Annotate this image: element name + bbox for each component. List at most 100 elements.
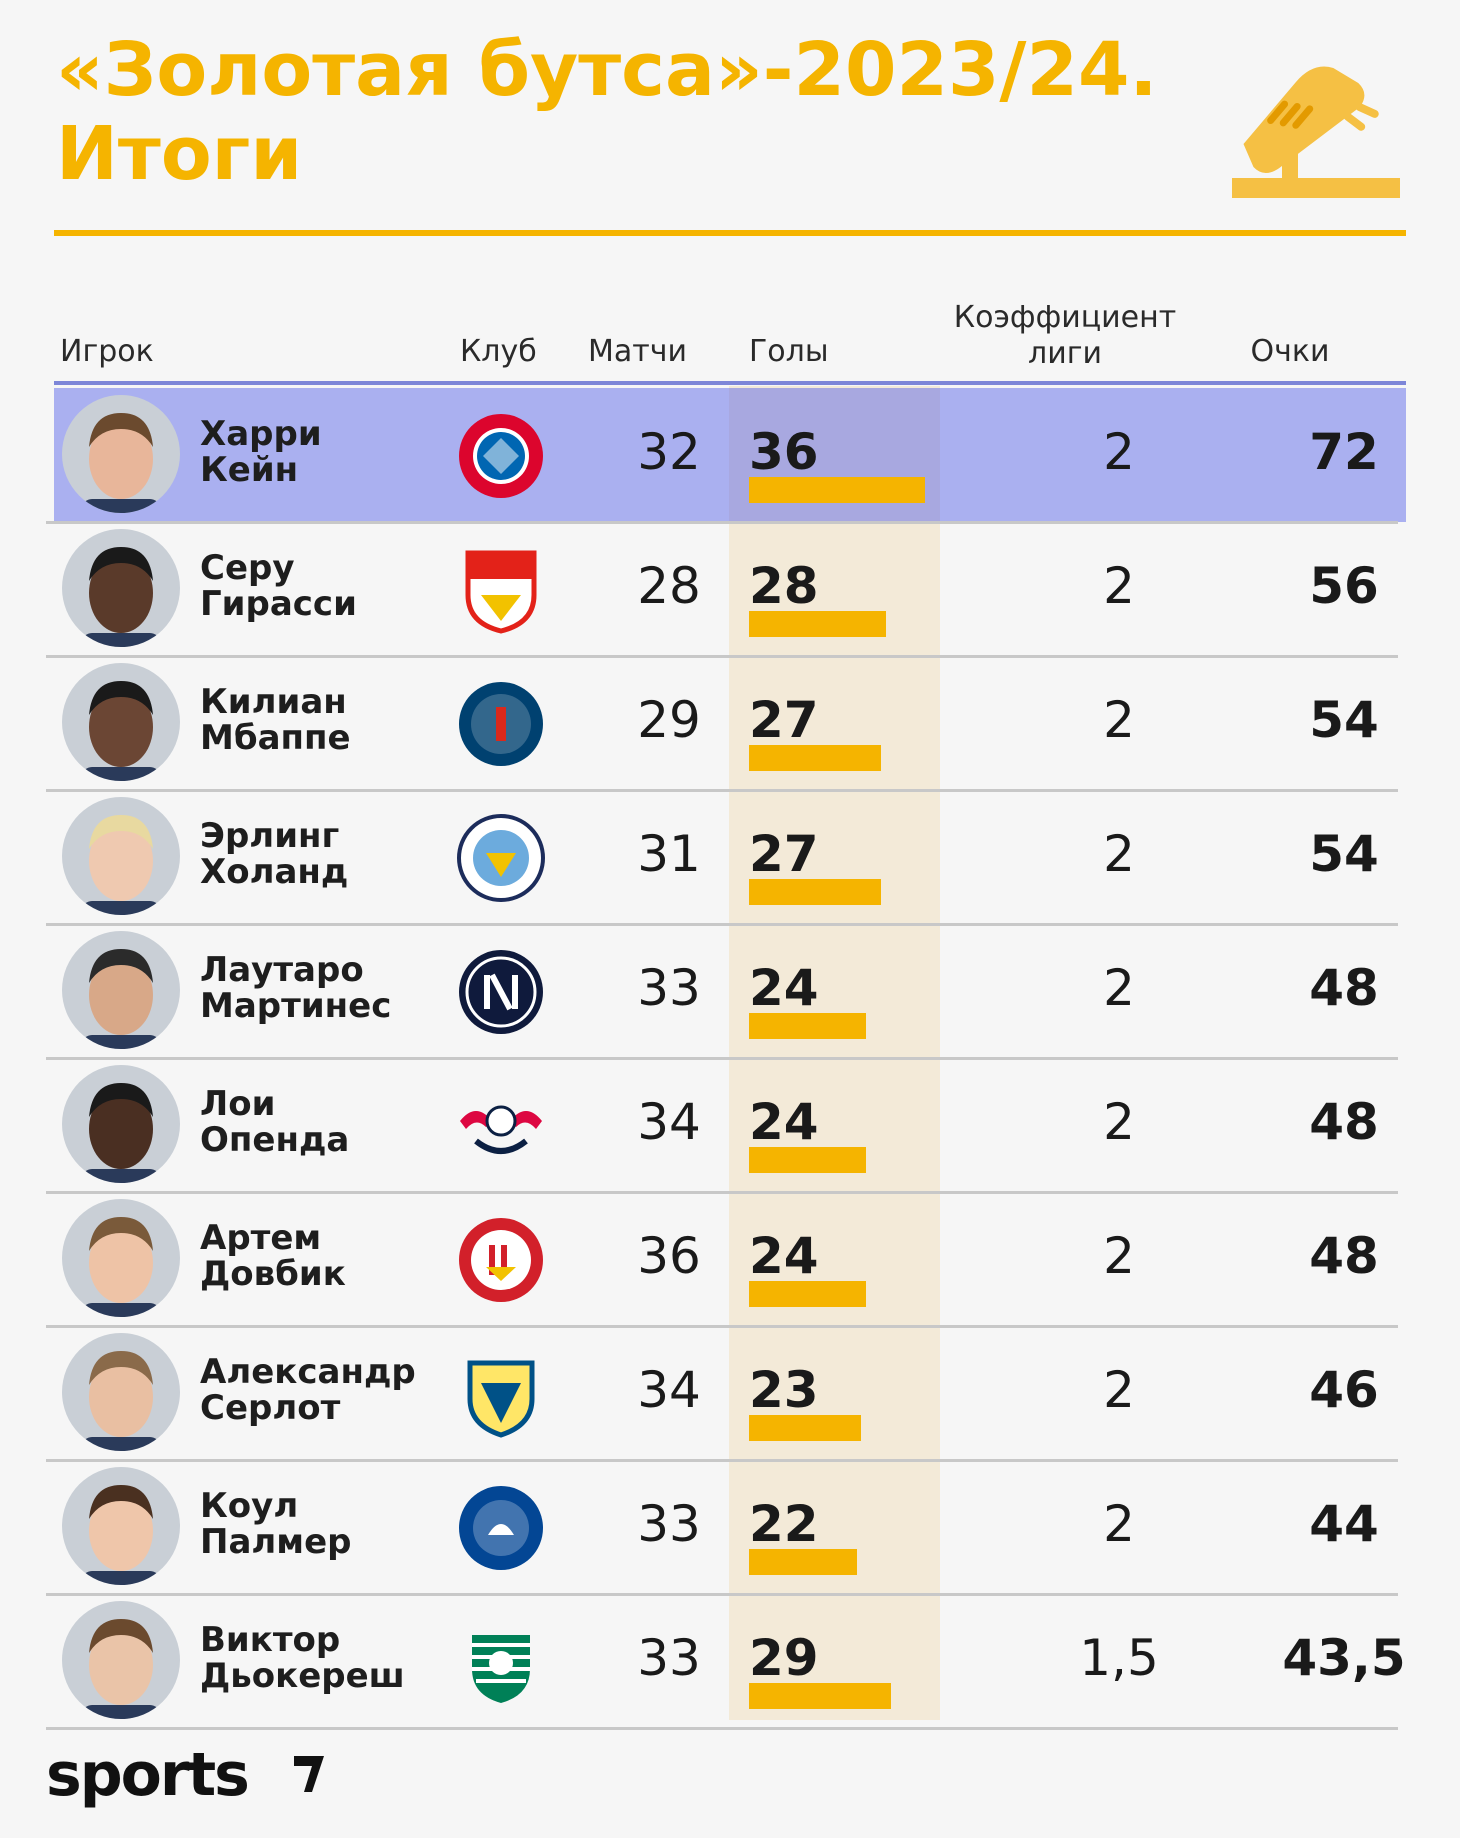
header-points: Очки [1250, 334, 1330, 369]
villarreal-logo [467, 1360, 535, 1438]
sporting-logo [472, 1635, 530, 1703]
points-value: 48 [1309, 1093, 1379, 1151]
goals-value: 23 [749, 1361, 819, 1419]
goals-bar [749, 477, 925, 503]
matches-value: 33 [637, 1495, 701, 1553]
row-separator [46, 1727, 1398, 1730]
manchester-city-logo [457, 814, 545, 902]
table-row: Лои Опенда 34 24 2 48 [46, 1058, 1406, 1194]
header-separator [54, 381, 1406, 385]
player-name: Александр Серлот [200, 1354, 416, 1426]
inter-logo [459, 950, 543, 1034]
goals-bar [749, 1281, 866, 1307]
coefficient-value: 1,5 [1079, 1629, 1159, 1687]
player-name: Артем Довбик [200, 1220, 346, 1292]
row-separator [46, 923, 1398, 926]
points-value: 46 [1309, 1361, 1379, 1419]
goals-bar [749, 1013, 866, 1039]
title-divider [54, 230, 1406, 236]
player-first-name: Харри [200, 414, 322, 454]
player-last-name: Серлот [200, 1388, 341, 1428]
table-row: Александр Серлот 34 23 2 46 [46, 1326, 1406, 1462]
matches-value: 32 [637, 423, 701, 481]
player-first-name: Эрлинг [200, 816, 340, 856]
header-matches: Матчи [588, 334, 687, 369]
player-last-name: Палмер [200, 1522, 352, 1562]
goals-value: 24 [749, 1093, 819, 1151]
points-value: 56 [1309, 557, 1379, 615]
table-row: Лаутаро Мартинес 33 24 2 48 [46, 924, 1406, 1060]
table-row: Килиан Мбаппе 29 27 2 54 [46, 656, 1406, 792]
player-first-name: Килиан [200, 682, 347, 722]
points-value: 72 [1309, 423, 1379, 481]
points-value: 54 [1309, 691, 1379, 749]
header-coef-line-1: Коэффициент [953, 300, 1177, 335]
player-first-name: Коул [200, 1486, 299, 1526]
goals-value: 24 [749, 959, 819, 1017]
matches-value: 34 [637, 1093, 701, 1151]
goals-column-background [729, 386, 940, 1720]
player-name: Килиан Мбаппе [200, 684, 351, 756]
header-goals: Голы [749, 334, 829, 369]
row-separator [46, 1593, 1398, 1596]
goals-bar [749, 1147, 866, 1173]
player-name: Лаутаро Мартинес [200, 952, 391, 1024]
page-title: «Золотая бутса»-2023/24. Итоги [56, 28, 1158, 196]
coefficient-value: 2 [1103, 1093, 1135, 1151]
points-value: 44 [1309, 1495, 1379, 1553]
title-line-1: «Золотая бутса»-2023/24. [56, 27, 1158, 113]
matches-value: 28 [637, 557, 701, 615]
player-first-name: Лои [200, 1084, 276, 1124]
row-separator [46, 1325, 1398, 1328]
matches-value: 29 [637, 691, 701, 749]
psg-logo [459, 682, 543, 766]
row-separator [46, 655, 1398, 658]
goals-bar [749, 1549, 857, 1575]
player-photo [62, 529, 180, 647]
player-photo [62, 1199, 180, 1317]
golden-boot-icon [1232, 66, 1400, 198]
header-club: Клуб [460, 334, 537, 369]
player-first-name: Виктор [200, 1620, 341, 1660]
player-last-name: Гирасси [200, 584, 357, 624]
sports-logo-mark-icon [294, 1756, 324, 1792]
player-last-name: Мбаппе [200, 718, 351, 758]
player-first-name: Лаутаро [200, 950, 364, 990]
goals-value: 28 [749, 557, 819, 615]
player-name: Виктор Дьокереш [200, 1622, 405, 1694]
coefficient-value: 2 [1103, 423, 1135, 481]
points-value: 54 [1309, 825, 1379, 883]
player-name: Харри Кейн [200, 416, 322, 488]
coefficient-value: 2 [1103, 557, 1135, 615]
coefficient-value: 2 [1103, 1361, 1135, 1419]
header-player: Игрок [60, 334, 154, 369]
player-name: Серу Гирасси [200, 550, 357, 622]
matches-value: 36 [637, 1227, 701, 1285]
rb-leipzig-logo [460, 1105, 542, 1154]
table-row: Эрлинг Холанд 31 27 2 54 [46, 790, 1406, 926]
goals-value: 27 [749, 825, 819, 883]
goals-bar [749, 745, 881, 771]
row-separator [46, 1459, 1398, 1462]
player-first-name: Александр [200, 1352, 416, 1392]
table-row: Харри Кейн 32 36 2 72 [46, 388, 1406, 524]
coefficient-value: 2 [1103, 959, 1135, 1017]
row-separator [46, 789, 1398, 792]
player-last-name: Дьокереш [200, 1656, 405, 1696]
points-value: 48 [1309, 959, 1379, 1017]
header-coef-line-2: лиги [1028, 336, 1102, 371]
player-last-name: Мартинес [200, 986, 392, 1026]
player-photo [62, 931, 180, 1049]
matches-value: 31 [637, 825, 701, 883]
goals-value: 22 [749, 1495, 819, 1553]
coefficient-value: 2 [1103, 691, 1135, 749]
goals-value: 36 [749, 423, 819, 481]
goals-bar [749, 1683, 891, 1709]
row-separator [46, 1191, 1398, 1194]
sports-logo: sports [46, 1740, 250, 1810]
player-photo [62, 1065, 180, 1183]
player-first-name: Артем [200, 1218, 322, 1258]
coefficient-value: 2 [1103, 825, 1135, 883]
player-last-name: Довбик [200, 1254, 346, 1294]
player-last-name: Кейн [200, 450, 299, 490]
